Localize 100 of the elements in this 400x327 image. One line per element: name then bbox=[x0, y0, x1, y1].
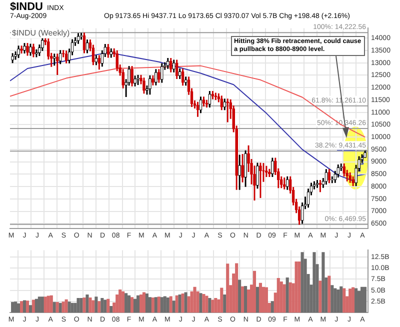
candlestick bbox=[136, 74, 140, 85]
bar bbox=[294, 261, 298, 313]
bar bbox=[340, 286, 343, 313]
bar bbox=[86, 294, 89, 313]
candlestick bbox=[282, 178, 286, 190]
bar bbox=[22, 300, 26, 313]
bar bbox=[82, 298, 86, 313]
bar bbox=[166, 298, 170, 313]
bar bbox=[172, 300, 176, 313]
bar bbox=[178, 294, 182, 313]
bar bbox=[352, 287, 355, 313]
bar bbox=[128, 295, 131, 313]
bar bbox=[286, 278, 289, 313]
bar bbox=[312, 252, 316, 313]
bar bbox=[264, 287, 268, 313]
bar bbox=[40, 296, 44, 313]
bar bbox=[169, 296, 172, 313]
candlestick bbox=[166, 58, 170, 69]
bar bbox=[110, 306, 113, 313]
bar bbox=[122, 291, 125, 313]
bar bbox=[58, 302, 62, 313]
candlestick bbox=[268, 168, 271, 177]
bar bbox=[205, 296, 208, 313]
bar bbox=[139, 294, 143, 313]
bar bbox=[136, 295, 140, 313]
bar bbox=[276, 278, 280, 313]
bar bbox=[330, 285, 334, 313]
candlestick bbox=[172, 60, 176, 72]
candlestick bbox=[154, 69, 158, 86]
bar bbox=[202, 294, 206, 313]
bar bbox=[104, 300, 107, 313]
candlestick bbox=[23, 42, 26, 54]
bar bbox=[32, 300, 35, 313]
candlestick bbox=[259, 162, 262, 198]
bar bbox=[223, 294, 226, 313]
candlestick bbox=[148, 75, 152, 95]
candlestick bbox=[152, 75, 154, 86]
candlestick bbox=[352, 176, 354, 186]
candlestick bbox=[328, 169, 331, 184]
bar bbox=[157, 296, 160, 313]
candlestick bbox=[56, 54, 59, 76]
bar bbox=[211, 300, 214, 313]
candlestick bbox=[175, 60, 178, 79]
bar bbox=[190, 291, 194, 313]
candlestick bbox=[223, 98, 226, 110]
candlestick bbox=[29, 44, 32, 56]
bar bbox=[133, 298, 137, 313]
bar bbox=[175, 295, 178, 313]
candlestick bbox=[52, 54, 56, 66]
bar bbox=[270, 301, 274, 313]
bar bbox=[208, 298, 212, 313]
candlestick bbox=[286, 176, 289, 190]
bar bbox=[17, 303, 20, 313]
bar bbox=[92, 300, 95, 313]
candlestick bbox=[220, 96, 224, 110]
candlestick bbox=[134, 76, 136, 86]
bar bbox=[288, 282, 292, 313]
bar bbox=[52, 302, 56, 313]
bar bbox=[238, 280, 242, 313]
bar bbox=[241, 286, 244, 313]
bar bbox=[181, 294, 184, 313]
bar bbox=[348, 288, 352, 313]
bar bbox=[199, 293, 202, 313]
bar bbox=[68, 302, 71, 313]
candlestick bbox=[348, 172, 352, 183]
bar bbox=[342, 288, 346, 313]
bar bbox=[148, 297, 152, 313]
bar bbox=[154, 297, 158, 313]
annotation: $INDU (Weekly) bbox=[12, 28, 70, 38]
bar bbox=[106, 298, 110, 313]
bar bbox=[50, 295, 53, 313]
candlestick bbox=[142, 78, 146, 94]
bar bbox=[145, 294, 148, 313]
candlestick bbox=[98, 55, 101, 70]
bar bbox=[76, 298, 80, 313]
bar bbox=[328, 276, 331, 313]
bar bbox=[124, 293, 128, 313]
candlestick bbox=[11, 53, 14, 64]
bar bbox=[64, 299, 68, 313]
bar bbox=[88, 298, 92, 313]
candlestick bbox=[238, 154, 241, 190]
bar bbox=[244, 286, 248, 313]
chart-title: $INDU bbox=[10, 1, 44, 13]
bar bbox=[28, 305, 32, 313]
bar bbox=[20, 301, 24, 313]
bar bbox=[256, 286, 260, 313]
candlestick bbox=[26, 42, 29, 56]
candlestick bbox=[130, 66, 134, 86]
bar bbox=[34, 298, 38, 313]
bar bbox=[98, 301, 101, 313]
candlestick bbox=[256, 162, 259, 189]
bar bbox=[258, 282, 262, 313]
bar bbox=[11, 302, 14, 313]
bar bbox=[62, 302, 65, 313]
candlestick bbox=[32, 44, 35, 58]
candlestick bbox=[169, 58, 172, 72]
bar bbox=[235, 263, 238, 313]
bar bbox=[363, 286, 367, 313]
bar bbox=[142, 292, 146, 313]
bar bbox=[220, 288, 224, 313]
